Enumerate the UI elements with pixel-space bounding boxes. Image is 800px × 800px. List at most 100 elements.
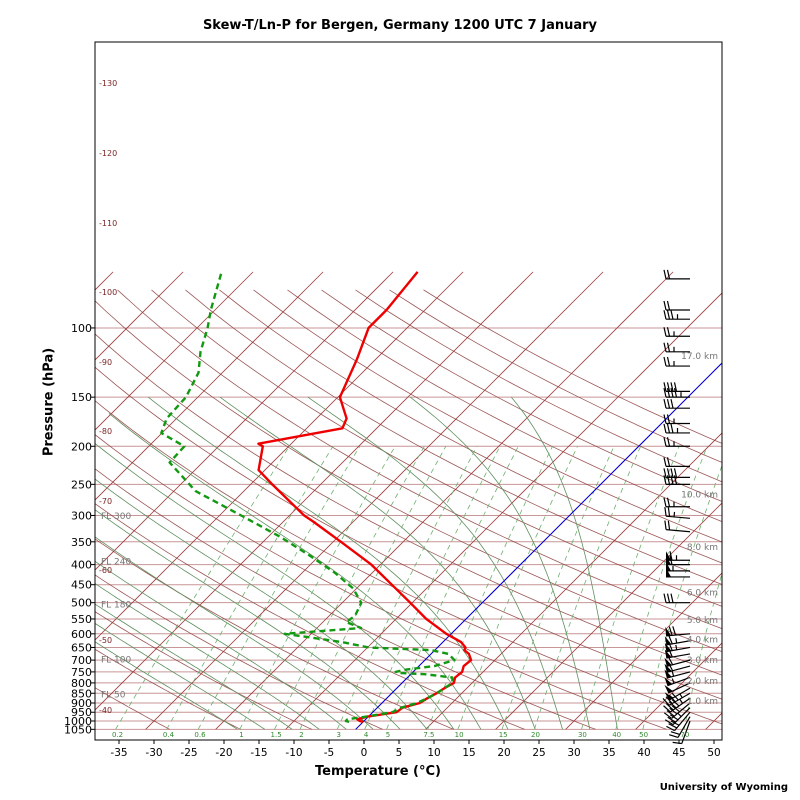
- mixing-ratio-label: 3: [337, 731, 341, 739]
- wind-barb-feather: [663, 468, 667, 478]
- mixing-ratio-label: 4: [364, 731, 369, 739]
- mixing-ratio-line: [642, 464, 722, 730]
- wind-barb-feather: [669, 734, 679, 739]
- isotherm-line: [95, 271, 324, 501]
- y-tick-label: 1050: [64, 723, 92, 736]
- isotherm-line: [145, 271, 604, 730]
- wind-barb: [663, 593, 690, 604]
- freezing-isotherm-line: [355, 362, 722, 730]
- mixing-ratio-line: [336, 446, 478, 730]
- mixing-ratio-label: 50: [639, 731, 648, 739]
- wind-barb: [663, 300, 690, 311]
- wind-barb-feather: [666, 423, 671, 434]
- isotherm-line: [285, 292, 722, 730]
- wind-barb-feather: [663, 705, 671, 713]
- wind-barb-feather: [669, 707, 678, 715]
- wind-barb: [663, 457, 690, 467]
- isotherm-label: -120: [99, 149, 117, 158]
- wind-barb: [663, 497, 690, 508]
- moist-adiabat-line: [307, 396, 563, 730]
- flight-level-label: FL 100: [101, 655, 132, 665]
- wind-barb: [663, 423, 690, 434]
- dry-adiabat-line: [95, 687, 170, 730]
- wind-barb-flag: [664, 657, 672, 667]
- mixing-ratio-label: 2: [299, 731, 303, 739]
- height-label: 4.0 km: [687, 635, 718, 645]
- isotherm-label: -50: [99, 636, 112, 645]
- dry-adiabat-line: [95, 333, 722, 676]
- height-label: 10.0 km: [681, 490, 718, 500]
- isotherm-line: [215, 271, 674, 730]
- wind-barb-feather: [666, 327, 671, 337]
- wind-barb-feather: [663, 712, 672, 719]
- dry-adiabat-line: [287, 289, 722, 523]
- wind-barb-flag: [666, 551, 671, 561]
- x-tick-label: -15: [250, 747, 267, 759]
- wind-barb-staff: [666, 659, 691, 667]
- wind-barb: [663, 388, 690, 398]
- wind-barb-half-feather: [675, 644, 678, 650]
- isotherm-line: [355, 362, 722, 730]
- isotherm-line: [95, 271, 464, 641]
- x-tick-label: 40: [637, 747, 650, 759]
- mixing-ratio-line: [239, 446, 396, 730]
- wind-barb: [663, 437, 690, 447]
- y-tick-label: 650: [71, 641, 92, 654]
- height-label: 2.0 km: [687, 677, 718, 687]
- wind-barb-staff: [666, 515, 691, 519]
- x-tick-label: -25: [180, 747, 197, 759]
- wind-barb-feather: [673, 468, 678, 478]
- dry-adiabat-line: [95, 648, 241, 730]
- wind-barb-staff: [666, 529, 691, 533]
- wind-barb-flag: [665, 626, 672, 636]
- wind-barb-feather: [663, 497, 667, 507]
- wind-barb: [663, 327, 690, 337]
- wind-barb-feather: [669, 551, 673, 561]
- wind-barb-feather: [670, 731, 680, 736]
- chart-annotations: 0.2 0.4 0.6 1 1.5 2 3 4 5 7.5 10 15 20 30 40 50 70 -130 -1…: [99, 79, 718, 739]
- wind-barb-flag: [664, 692, 674, 701]
- wind-barb: [666, 551, 690, 561]
- mixing-ratio-line: [534, 446, 641, 730]
- height-label: 17.0 km: [681, 352, 718, 362]
- x-axis-label: Temperature (°C): [315, 764, 441, 779]
- moist-adiabat-line: [511, 396, 618, 730]
- wind-barb-feather: [668, 635, 673, 645]
- wind-barb: [663, 414, 690, 425]
- x-tick-label: -35: [110, 747, 127, 759]
- x-tick-label: 10: [427, 747, 440, 759]
- wind-barb: [663, 269, 690, 280]
- dry-adiabat-line: [95, 574, 383, 730]
- wind-barb-feather: [666, 497, 671, 507]
- wind-barb-feather: [663, 414, 667, 424]
- wind-barb-feather: [663, 327, 667, 337]
- x-tick-label: -5: [324, 747, 334, 759]
- mixing-ratio-label: 40: [612, 731, 621, 739]
- dry-adiabat-line: [253, 289, 722, 543]
- isotherm-label: -130: [99, 79, 117, 88]
- mixing-ratio-line: [386, 446, 519, 730]
- isotherm-line: [95, 271, 114, 291]
- dry-adiabat-line: [185, 289, 722, 585]
- wind-barb: [663, 697, 691, 713]
- y-tick-label: 950: [71, 706, 92, 719]
- x-tick-label: -10: [285, 747, 302, 759]
- mixing-ratio-label: 0.4: [163, 731, 175, 739]
- moist-adiabat-line: [108, 413, 482, 730]
- wind-barb-feather: [663, 457, 667, 467]
- y-tick-label: 350: [71, 536, 92, 549]
- height-label: 8.0 km: [687, 543, 718, 553]
- flight-level-label: FL 300: [101, 512, 132, 522]
- mixing-ratio-line: [427, 446, 553, 730]
- y-tick-label: 400: [71, 559, 92, 572]
- wind-barb: [663, 310, 690, 320]
- wind-barb: [664, 635, 691, 646]
- moist-adiabat-line: [219, 396, 536, 730]
- wind-barb-feather: [666, 414, 671, 424]
- wind-barb: [664, 506, 691, 519]
- wind-barb-feather: [669, 714, 679, 721]
- isotherm-label: -110: [99, 219, 117, 228]
- wind-barb: [663, 356, 690, 367]
- mixing-ratio-label: 15: [499, 731, 508, 739]
